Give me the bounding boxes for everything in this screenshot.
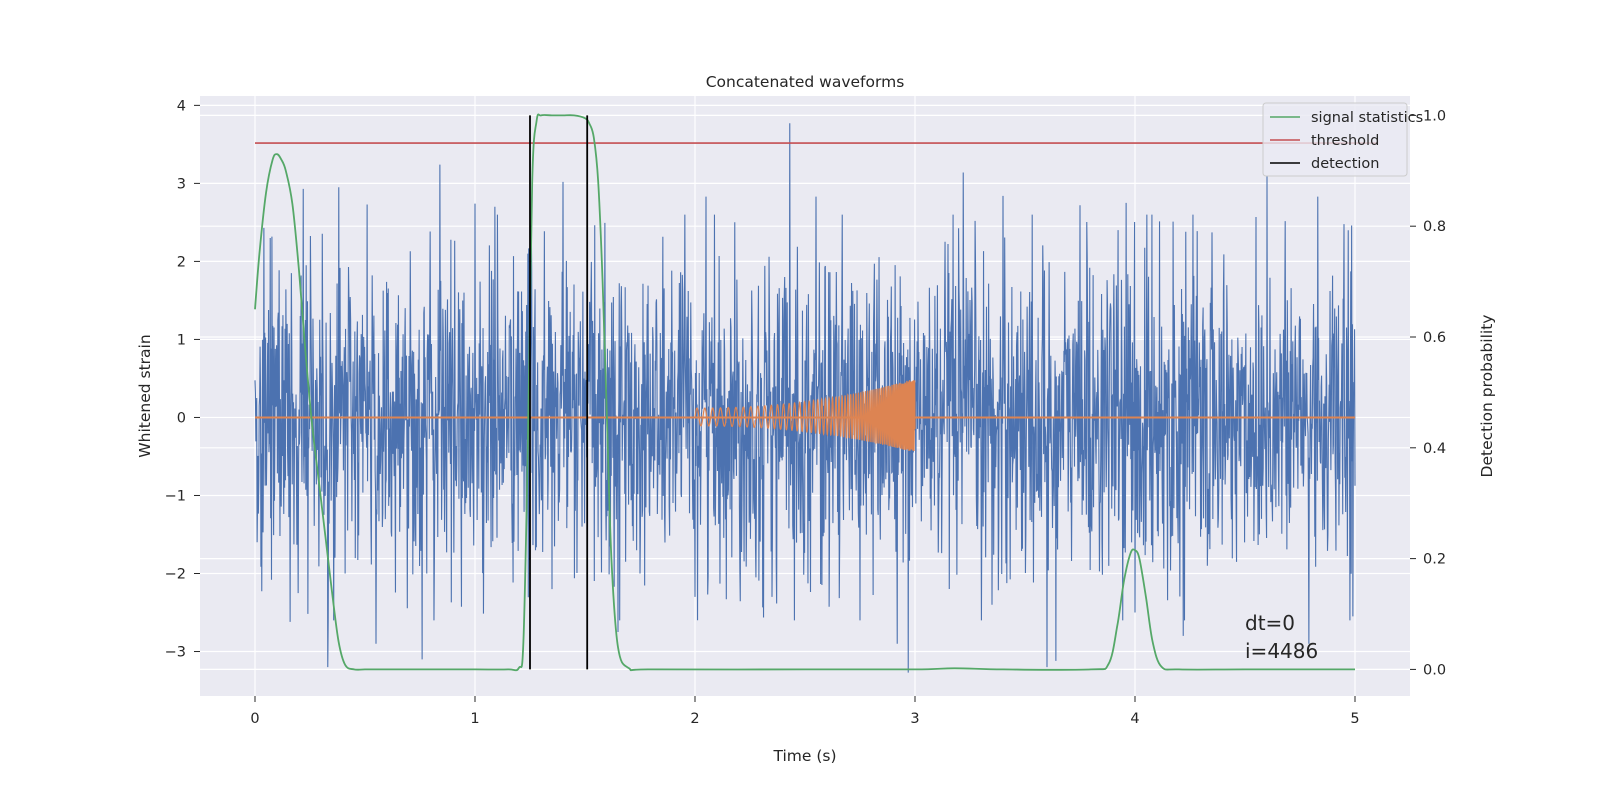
y2-tick-label: 0.4 [1423,441,1446,457]
y2-tick-label: 1.0 [1423,108,1446,124]
noise-trace [254,123,1356,673]
chart-title: Concatenated waveforms [706,73,905,91]
annotation-index: i=4486 [1245,639,1318,663]
legend-label-detection: detection [1311,156,1379,172]
y-axis-ticks: −3 −2 −1 0 1 2 3 4 [165,98,200,661]
chirp-waveform-series [255,380,1355,452]
signal-statistics-series [254,113,1355,672]
x-tick-label: 4 [1130,711,1139,727]
y-tick-label: 1 [177,332,186,348]
legend-label-threshold: threshold [1311,133,1379,149]
legend: signal statistics threshold detection [1262,102,1423,177]
y-tick-label: −3 [165,645,186,661]
x-tick-label: 5 [1350,711,1359,727]
annotations: dt=0 i=4486 [1245,611,1318,663]
x-tick-label: 2 [690,711,699,727]
detection-series [529,115,589,670]
y-tick-label: 0 [177,410,186,426]
y2-tick-label: 0.0 [1423,662,1446,678]
y2-tick-label: 0.6 [1423,330,1446,346]
chirp-trace [694,380,916,452]
y-tick-label: −2 [165,567,186,583]
whitened-strain-noise-series [254,123,1356,673]
grid [200,96,1410,696]
y-tick-label: 3 [177,176,186,192]
x-axis-ticks: 0 1 2 3 4 5 [250,696,1360,727]
y-tick-label: 4 [177,98,186,114]
x-axis-label: Time (s) [772,747,836,765]
legend-label-signal-statistics: signal statistics [1311,110,1423,126]
x-tick-label: 0 [250,711,259,727]
y2-tick-label: 0.2 [1423,552,1446,568]
legend-box [1262,102,1408,177]
y-tick-label: 2 [177,254,186,270]
x-tick-label: 1 [470,711,479,727]
x-tick-label: 3 [910,711,919,727]
signal-statistics-line [254,113,1355,672]
y-tick-label: −1 [165,488,186,504]
y2-tick-label: 0.8 [1423,219,1446,235]
annotation-dt: dt=0 [1245,611,1295,635]
y2-axis-ticks: 0.0 0.2 0.4 0.6 0.8 1.0 [1410,108,1446,678]
y-axis-label: Whitened strain [136,334,154,457]
y2-axis-label: Detection probability [1478,315,1496,478]
